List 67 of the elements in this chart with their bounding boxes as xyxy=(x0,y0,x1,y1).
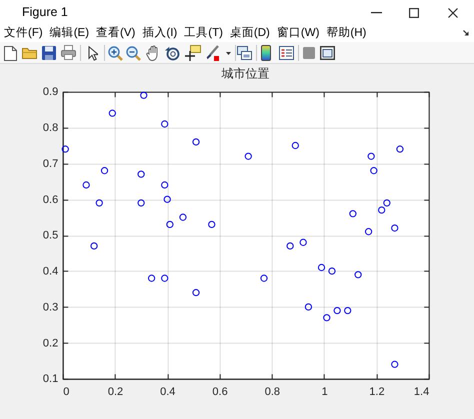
point xyxy=(161,120,168,128)
point xyxy=(82,181,90,189)
point xyxy=(300,238,307,246)
text: 帮助(H) xyxy=(326,26,366,41)
point xyxy=(260,274,268,282)
point xyxy=(354,271,362,278)
point xyxy=(96,199,103,206)
y-tick-label: 0.4 xyxy=(42,266,58,278)
caption: Figure 1 xyxy=(22,5,68,20)
point xyxy=(138,170,145,178)
point xyxy=(344,306,352,314)
point xyxy=(328,268,336,275)
point xyxy=(192,289,200,296)
point xyxy=(179,214,187,221)
y-tick-label: 0.9 xyxy=(42,86,58,98)
y-tick-label: 0.2 xyxy=(42,337,58,350)
y-tick-label: 0.8 xyxy=(42,122,58,134)
x-tick-label: 0 xyxy=(63,386,70,398)
point xyxy=(140,92,148,99)
point xyxy=(304,303,312,311)
x-tick-label: 1 xyxy=(322,386,328,398)
y-tick-label: 0.3 xyxy=(42,301,58,314)
point xyxy=(378,206,386,214)
text: 工具(T) xyxy=(184,26,223,41)
y-tick-label: 0.6 xyxy=(42,194,58,206)
point xyxy=(334,306,341,314)
x-tick-label: 0.8 xyxy=(264,386,280,398)
x-tick-label: 1.2 xyxy=(369,386,385,398)
point xyxy=(323,314,330,322)
point xyxy=(391,360,398,368)
text: 查看(V) xyxy=(96,26,136,41)
point xyxy=(368,152,375,160)
point xyxy=(108,110,116,117)
point xyxy=(318,264,326,272)
text: 文件(F) xyxy=(4,26,43,41)
point xyxy=(164,196,171,203)
point xyxy=(166,220,174,228)
point xyxy=(161,181,168,189)
point xyxy=(396,146,404,153)
point xyxy=(244,152,252,160)
point xyxy=(161,274,168,282)
point xyxy=(208,220,216,228)
point xyxy=(292,142,299,150)
point xyxy=(138,199,145,206)
x-tick-label: 1.4 xyxy=(414,386,430,398)
point xyxy=(62,146,69,153)
point xyxy=(286,242,294,250)
text: 桌面(D) xyxy=(230,26,270,41)
point xyxy=(100,167,108,174)
point xyxy=(383,199,390,206)
point xyxy=(349,210,356,218)
x-tick-label: 0.4 xyxy=(160,386,176,398)
point xyxy=(370,167,378,174)
point xyxy=(391,224,398,232)
text: 窗口(W) xyxy=(276,26,320,41)
text: 编辑(E) xyxy=(50,26,90,41)
y-tick-label: 0.1 xyxy=(42,373,58,386)
point xyxy=(364,228,372,236)
text: 插入(I) xyxy=(142,26,178,41)
x-tick-label: 0.2 xyxy=(108,386,124,398)
point xyxy=(90,242,98,250)
x-tick-label: 0.6 xyxy=(212,386,228,398)
point xyxy=(192,138,200,146)
point xyxy=(148,274,156,282)
chart-title: 城市位置 xyxy=(220,66,270,81)
y-tick-label: 0.7 xyxy=(42,158,58,170)
y-tick-label: 0.5 xyxy=(42,230,58,242)
